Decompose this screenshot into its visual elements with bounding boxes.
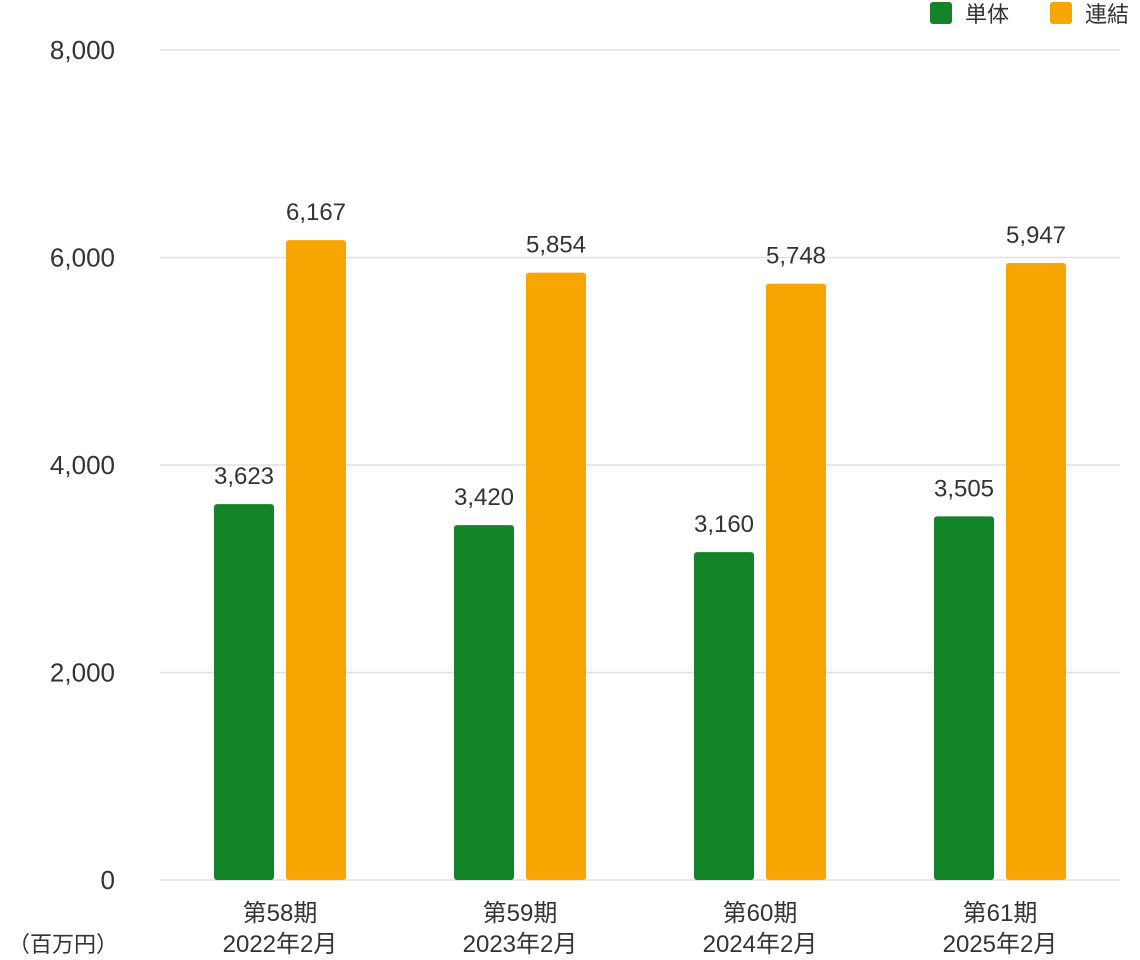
y-tick-label: 4,000 (50, 450, 115, 480)
data-label: 5,947 (1006, 222, 1066, 249)
bar (526, 272, 586, 881)
data-label: 3,160 (694, 511, 754, 538)
data-label: 5,854 (526, 232, 586, 259)
legend-label: 単体 (965, 2, 1009, 27)
x-axis-categories: 第58期 2022年2月 第59期 2023年2月 第60期 2024年2月 第61期 202… (223, 900, 1058, 958)
legend-label: 連結 (1085, 2, 1129, 27)
data-label: 3,505 (934, 475, 994, 502)
y-tick-label: 0 (101, 865, 115, 895)
y-axis-ticks: 0 2,000 4,000 6,000 8,000 (50, 35, 115, 895)
y-tick-label: 2,000 (50, 658, 115, 688)
legend-swatch (930, 2, 952, 24)
data-label: 6,167 (286, 199, 346, 226)
x-category-label: 第58期 (243, 900, 318, 927)
data-labels: 3,623 6,167 3,420 5,854 3,160 5,748 3,505 5,947 (214, 199, 1066, 538)
data-label: 3,420 (454, 484, 514, 511)
x-category-label: 第61期 (963, 900, 1038, 927)
data-label: 3,623 (214, 463, 274, 490)
bar (214, 504, 274, 880)
bar (766, 283, 826, 880)
y-tick-label: 8,000 (50, 35, 115, 65)
bar (454, 525, 514, 880)
x-category-label: 第60期 (723, 900, 798, 927)
x-category-sublabel: 2025年2月 (943, 931, 1058, 958)
legend-swatch (1050, 2, 1072, 24)
x-category-sublabel: 2024年2月 (703, 931, 818, 958)
y-axis-unit-label: （百万円） (8, 932, 118, 957)
data-label: 5,748 (766, 243, 826, 270)
legend: 単体 連結 (930, 2, 1129, 27)
x-category-sublabel: 2023年2月 (463, 931, 578, 958)
bars (214, 240, 1066, 881)
bar (694, 552, 754, 880)
bar (1006, 262, 1066, 880)
x-category-label: 第59期 (483, 900, 558, 927)
y-tick-label: 6,000 (50, 243, 115, 273)
x-category-sublabel: 2022年2月 (223, 931, 338, 958)
bar (934, 516, 994, 880)
bar (286, 240, 346, 880)
